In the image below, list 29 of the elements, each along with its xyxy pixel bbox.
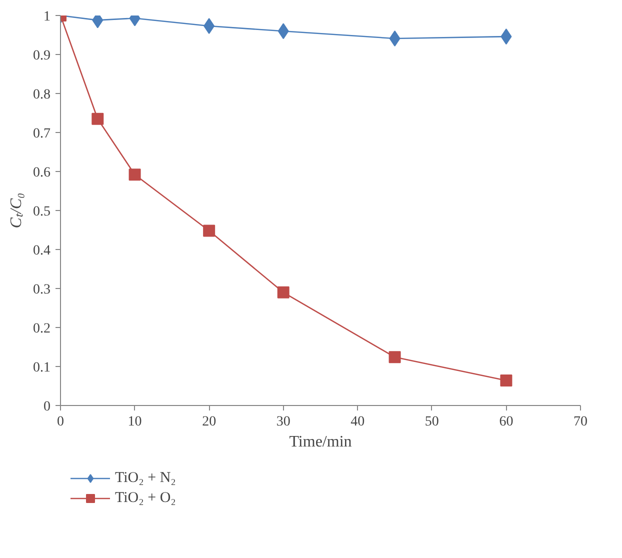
x-tick-label: 10 <box>128 414 142 430</box>
x-tick-label: 30 <box>276 414 290 430</box>
point <box>500 374 512 387</box>
y-tick-label: 1 <box>44 10 50 24</box>
y-tick-label: 0.7 <box>33 126 50 142</box>
y-tick-label: 0.1 <box>33 360 50 376</box>
y-axis-title: Cₜ/C₀ <box>8 192 25 228</box>
x-tick-label: 40 <box>350 414 365 430</box>
y-tick-label: 0 <box>44 400 50 414</box>
y-tick-label: 0.3 <box>33 282 50 298</box>
x-tick-label: 0 <box>57 414 64 430</box>
y-tick-label: 0.2 <box>33 322 50 336</box>
x-axis-title: Time/min <box>289 434 352 450</box>
y-tick-label: 0.4 <box>33 244 50 258</box>
point <box>128 168 141 181</box>
point <box>92 112 104 125</box>
point <box>203 224 216 237</box>
legend-label: TiO₂ + O₂ <box>115 490 176 506</box>
legend-label: TiO₂ + N₂ <box>115 470 176 486</box>
y-tick-label: 0.6 <box>33 166 50 180</box>
y-tick-label: 0.8 <box>33 88 50 102</box>
point <box>277 286 290 298</box>
x-tick-label: 20 <box>202 414 216 430</box>
x-tick-label: 70 <box>574 414 588 430</box>
y-tick-label: 0.9 <box>33 48 50 64</box>
point <box>388 351 401 364</box>
y-tick-label: 0.5 <box>33 204 50 220</box>
x-tick-label: 60 <box>499 414 514 430</box>
x-tick-label: 50 <box>424 414 439 430</box>
